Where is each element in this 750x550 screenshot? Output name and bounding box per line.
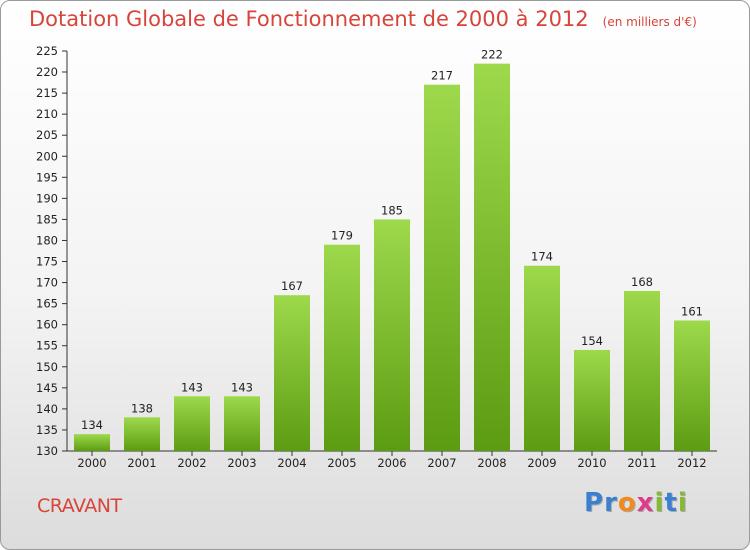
- bar: [474, 63, 510, 451]
- bar-value-label: 222: [481, 48, 503, 62]
- y-tick-label: 210: [36, 107, 58, 121]
- x-tick-label: 2011: [627, 456, 656, 470]
- x-tick-label: 2001: [127, 456, 156, 470]
- logo-letter: i: [677, 488, 688, 518]
- y-tick-label: 220: [36, 65, 58, 79]
- bar-value-label: 168: [631, 275, 653, 289]
- y-tick-label: 185: [36, 212, 58, 226]
- x-tick-label: 2008: [477, 456, 506, 470]
- y-tick-label: 205: [36, 128, 58, 142]
- bar: [374, 219, 410, 451]
- commune-name: CRAVANT: [37, 495, 122, 517]
- x-tick-label: 2002: [177, 456, 206, 470]
- proxiti-logo: Proxiti: [584, 488, 688, 518]
- bar-value-label: 154: [581, 334, 603, 348]
- x-tick-label: 2006: [377, 456, 406, 470]
- x-tick-label: 2007: [427, 456, 456, 470]
- bar-value-label: 161: [681, 304, 703, 318]
- bar: [674, 320, 710, 451]
- x-tick-label: 2005: [327, 456, 356, 470]
- logo-letter: t: [664, 488, 678, 518]
- chart-subtitle: (en milliers d'€): [602, 15, 697, 29]
- bar-value-label: 185: [381, 203, 403, 217]
- bar-value-label: 167: [281, 279, 303, 293]
- bar-value-label: 143: [181, 380, 203, 394]
- bar-value-label: 217: [431, 69, 453, 83]
- y-tick-label: 135: [36, 423, 58, 437]
- y-tick-label: 190: [36, 191, 58, 205]
- y-tick-label: 200: [36, 149, 58, 163]
- bar-value-label: 143: [231, 380, 253, 394]
- chart-title-text: Dotation Globale de Fonctionnement de 20…: [29, 7, 589, 31]
- y-tick-label: 225: [36, 44, 58, 58]
- y-tick-label: 145: [36, 381, 58, 395]
- y-tick-label: 215: [36, 86, 58, 100]
- y-tick-label: 150: [36, 360, 58, 374]
- x-tick-label: 2012: [677, 456, 706, 470]
- logo-letter: r: [604, 488, 618, 518]
- x-tick-label: 2009: [527, 456, 556, 470]
- y-tick-label: 175: [36, 255, 58, 269]
- bar-value-label: 134: [81, 418, 103, 432]
- logo-letter: x: [636, 488, 655, 518]
- chart-title: Dotation Globale de Fonctionnement de 20…: [29, 7, 697, 31]
- logo-letter: P: [584, 488, 605, 518]
- bar-value-label: 179: [331, 229, 353, 243]
- bar: [274, 295, 310, 451]
- x-tick-label: 2000: [77, 456, 106, 470]
- y-tick-label: 155: [36, 339, 58, 353]
- y-tick-label: 195: [36, 170, 58, 184]
- bar: [74, 434, 110, 451]
- bar: [224, 396, 260, 451]
- bar: [574, 349, 610, 451]
- logo-letter: i: [654, 488, 665, 518]
- y-tick-label: 140: [36, 402, 58, 416]
- bar: [424, 84, 460, 452]
- bar: [124, 417, 160, 451]
- y-tick-label: 165: [36, 297, 58, 311]
- bar-value-label: 174: [531, 250, 553, 264]
- bar: [624, 291, 660, 451]
- bar: [324, 244, 360, 451]
- bar: [524, 265, 560, 451]
- y-tick-label: 160: [36, 318, 58, 332]
- y-tick-label: 170: [36, 276, 58, 290]
- logo-letter: o: [617, 488, 637, 518]
- y-tick-label: 130: [36, 444, 58, 458]
- y-tick-label: 180: [36, 233, 58, 247]
- x-tick-label: 2004: [277, 456, 306, 470]
- bar-value-label: 138: [131, 401, 153, 415]
- bar: [174, 396, 210, 451]
- x-tick-label: 2010: [577, 456, 606, 470]
- x-tick-label: 2003: [227, 456, 256, 470]
